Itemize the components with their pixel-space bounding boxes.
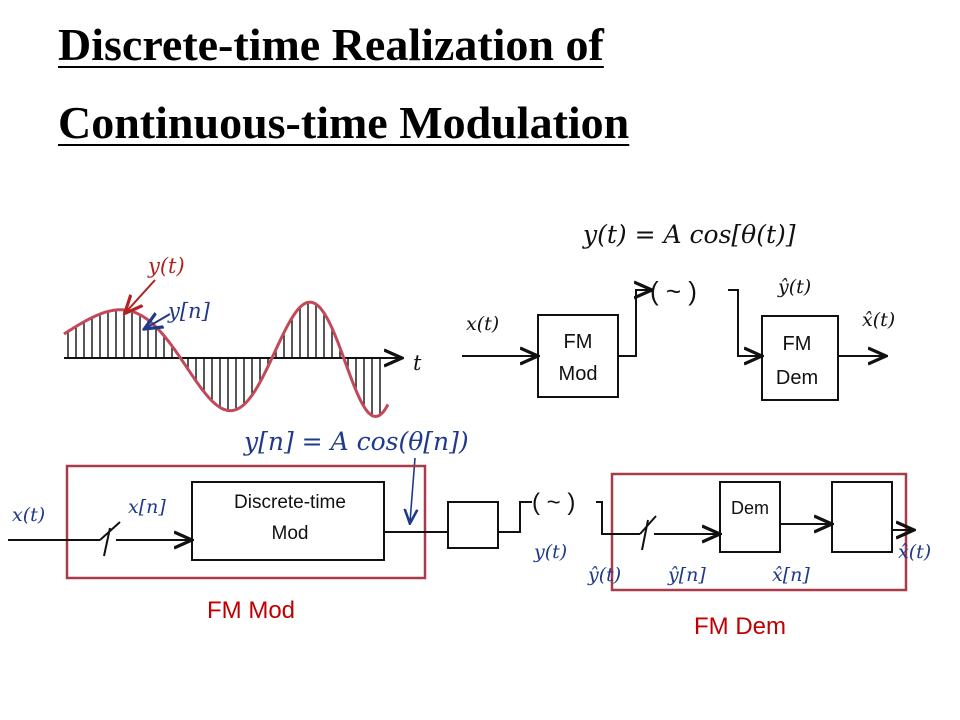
bottom-equation: y[n] = A cos(θ[n]) (243, 427, 469, 456)
fm-mod-caption: FM Mod (207, 597, 295, 624)
mod-to-channel-line (618, 290, 650, 357)
page-title-line1: Discrete-time Realization of (58, 19, 604, 70)
xn-label: x[n] (128, 496, 166, 518)
channel-to-dem-line (728, 289, 760, 356)
waveform-plot: y(t) y[n] t (63, 254, 422, 418)
xhat-n-label: x̂[n] (772, 564, 810, 586)
dem-block-label: Dem (731, 498, 769, 518)
reconstruction-block (831, 481, 893, 553)
fm-dem-label-1: FM (783, 333, 812, 355)
y-n-label: y[n] (167, 299, 211, 323)
fm-dem-label-2: Dem (776, 367, 818, 389)
page-title-line2: Continuous-time Modulation (58, 97, 630, 148)
fm-mod-frame (65, 464, 427, 580)
y-n-pointer (146, 314, 171, 328)
y-t-label: y(t) (147, 254, 185, 278)
channel-to-sampler-line (596, 501, 640, 535)
top-equation: y(t) = A cos[θ(t)] (582, 220, 796, 249)
discrete-dem-block (719, 481, 781, 553)
dt-mod-label-2: Mod (272, 523, 309, 544)
dac-to-channel-line (498, 501, 532, 533)
bottom-system-diagram: y[n] = A cos(θ[n]) x(t) x[n] Discrete-ti… (8, 427, 931, 640)
dt-mod-label-1: Discrete-time (234, 492, 346, 513)
bottom-output-label: x̂(t) (898, 541, 931, 563)
dem-sampler-switch (639, 515, 657, 551)
t-axis-label: t (413, 351, 422, 375)
top-input-label: x(t) (466, 313, 499, 335)
bottom-channel-symbol: ( ~ ) (532, 489, 575, 516)
top-system-diagram: y(t) = A cos[θ(t)] x(t) FM Mod ( ~ ) ŷ(t… (462, 220, 895, 401)
dac-block (447, 501, 499, 549)
continuous-signal-curve (63, 300, 390, 418)
top-yhat-label: ŷ(t) (777, 276, 811, 298)
bottom-yt-label: y(t) (533, 541, 567, 563)
discrete-time-mod-block (191, 481, 385, 561)
top-output-label: x̂(t) (862, 309, 895, 331)
fm-mod-label-1: FM (564, 331, 593, 353)
fm-dem-caption: FM Dem (694, 613, 786, 640)
yhat-t-label: ŷ(t) (587, 564, 621, 586)
fm-dem-block (761, 315, 839, 401)
yhat-n-label: ŷ[n] (667, 564, 706, 586)
fm-mod-label-2: Mod (559, 363, 598, 385)
equation-pointer (410, 457, 415, 522)
fm-dem-frame (610, 472, 908, 592)
bottom-input-label: x(t) (12, 504, 45, 526)
top-channel-symbol: ( ~ ) (650, 276, 697, 306)
sampler-switch (99, 521, 121, 557)
y-t-pointer (126, 279, 156, 312)
